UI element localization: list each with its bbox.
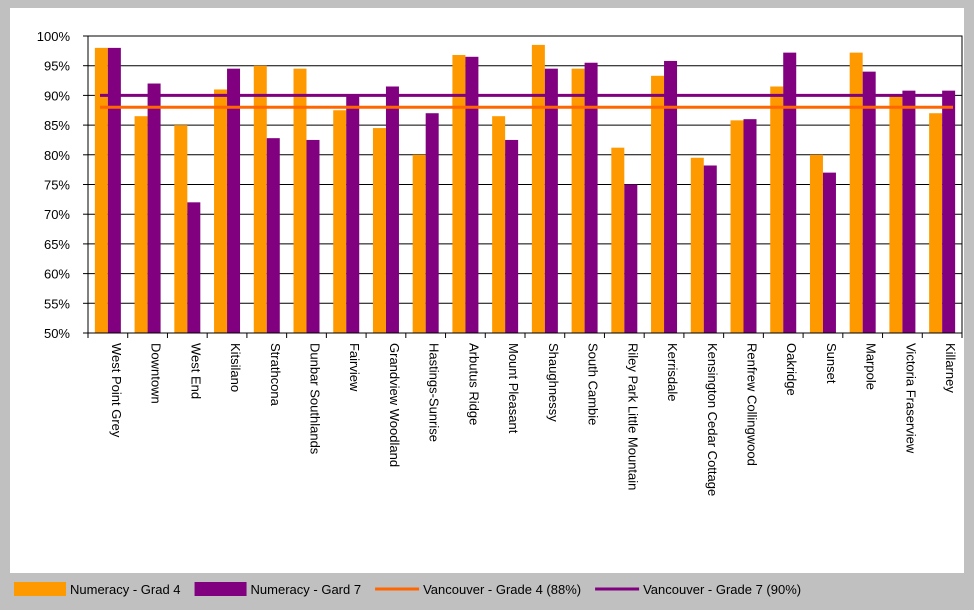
legend-swatch [14,582,66,596]
y-tick-label: 65% [44,237,70,252]
x-category-label: Arbutus Ridge [466,343,481,425]
bar-grade4 [333,110,347,333]
x-category-label: Kensington Cedar Cottage [705,343,720,496]
bar-grade7 [266,138,280,333]
bar-grade7 [862,71,876,333]
bar-grade4 [571,68,585,334]
x-category-label: Victoria Fraserview [903,343,918,454]
bar-grade4 [293,68,307,334]
plot-area [10,8,964,573]
legend-swatch [194,582,247,596]
legend-label: Vancouver - Grade 7 (90%) [643,582,801,597]
bar-grade7 [306,139,320,333]
bar-grade4 [770,86,784,334]
x-category-label: Renfrew Collingwood [745,343,760,466]
x-category-label: South Cambie [586,343,601,425]
bar-grade7 [385,86,399,334]
legend-label: Vancouver - Grade 4 (88%) [423,582,581,597]
x-category-label: Oakridge [784,343,799,396]
bar-grade4 [372,128,386,333]
x-category-label: Strathcona [268,343,283,407]
x-category-label: Dunbar Southlands [308,343,323,455]
bar-grade7 [505,139,519,333]
bar-grade4 [730,120,744,334]
bar-grade7 [902,90,916,333]
bar-grade4 [690,157,704,333]
bar-grade4 [809,154,823,333]
y-tick-label: 95% [44,59,70,74]
bar-grade4 [94,47,108,333]
y-tick-label: 100% [37,29,71,44]
x-category-label: Downtown [149,343,164,404]
axes: 50% 55% 60% 65% 70% 75% 80% 85% 90% 95% 100% West P… [37,29,963,496]
bar-grade7 [783,52,797,334]
x-category-label: Mount Pleasant [506,343,521,434]
bar-grade7 [584,62,598,333]
bar-grade7 [147,83,161,334]
bar-grade7 [942,90,956,333]
y-tick-label: 50% [44,326,70,341]
bar-grade4 [174,125,188,333]
x-category-label: Kitsilano [228,343,243,392]
bar-grade4 [214,89,228,334]
bar-grade7 [822,172,836,333]
bar-grade7 [624,184,638,333]
x-category-label: Hastings-Sunrise [427,343,442,442]
y-tick-label: 90% [44,88,70,103]
bars [94,44,956,334]
bar-grade7 [187,202,201,333]
x-category-label: Marpole [864,343,879,390]
y-tick-label: 80% [44,148,70,163]
bar-grade7 [346,95,360,334]
x-category-label: Fairview [347,343,362,392]
bar-grade4 [253,65,267,333]
bar-grade4 [452,55,466,334]
bar-grade4 [531,44,545,333]
bar-grade7 [107,47,121,333]
legend-label: Numeracy - Grad 4 [70,582,181,597]
y-tick-label: 85% [44,118,70,133]
x-category-label: Killarney [943,343,958,393]
x-category-label: West Point Grey [109,343,124,438]
x-category-label: Riley Park Little Mountain [625,343,640,490]
bar-grade7 [703,165,717,333]
x-category-label: Shaughnessy [546,343,561,422]
bar-grade7 [544,68,558,334]
bar-grade4 [889,95,903,334]
y-tick-label: 70% [44,207,70,222]
y-tick-label: 60% [44,267,70,282]
bar-grade7 [664,60,678,334]
bar-grade4 [492,116,506,333]
x-category-label: Grandview Woodland [387,343,402,467]
y-tick-label: 55% [44,296,70,311]
x-category-label: Kerrisdale [665,343,680,402]
bar-grade4 [849,52,863,334]
bar-grade4 [929,113,943,333]
reference-lines [100,93,953,109]
x-category-label: West End [188,343,203,399]
legend-label: Numeracy - Gard 7 [251,582,362,597]
bar-grade4 [412,154,426,333]
bar-grade4 [611,147,625,333]
bar-grade7 [465,56,479,333]
bar-grade7 [227,68,241,334]
y-tick-label: 75% [44,178,70,193]
bar-grade7 [743,119,757,333]
bar-grade7 [425,113,439,333]
bar-grade4 [134,116,148,333]
bar-grade4 [651,75,665,333]
legend: Numeracy - Grad 4 Numeracy - Gard 7 Vancou… [14,582,801,597]
x-category-label: Sunset [824,343,839,384]
